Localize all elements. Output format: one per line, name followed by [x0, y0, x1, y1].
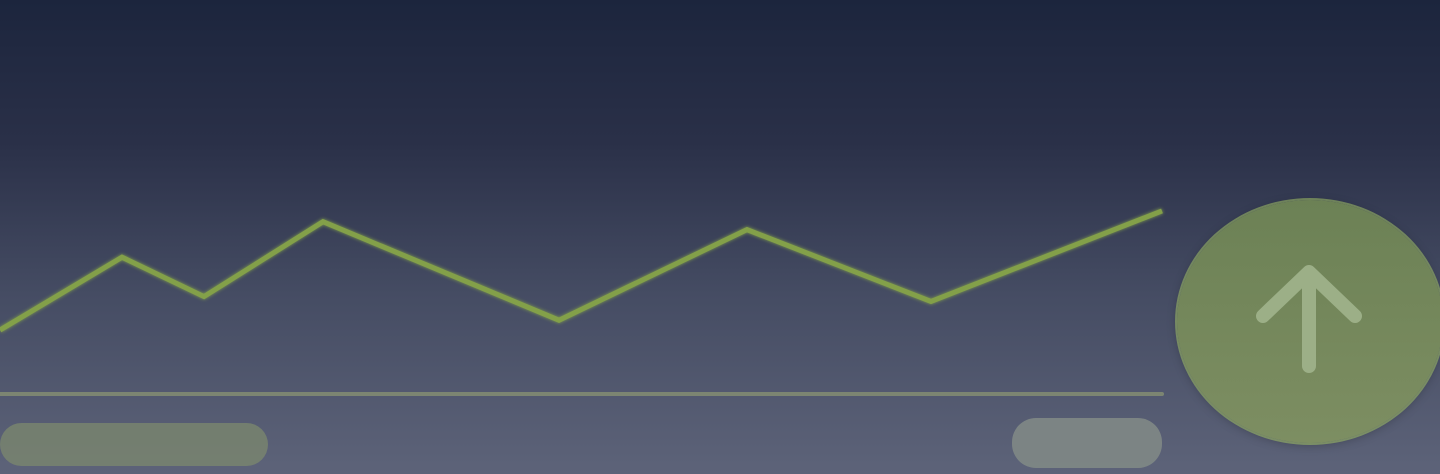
series-layer — [0, 208, 1163, 333]
left-placeholder-pill — [0, 423, 268, 466]
scroll-up-button[interactable] — [1177, 200, 1440, 443]
right-action-pill[interactable] — [1012, 418, 1162, 468]
series-line — [0, 208, 1163, 333]
arrow-up-icon — [1256, 265, 1362, 373]
